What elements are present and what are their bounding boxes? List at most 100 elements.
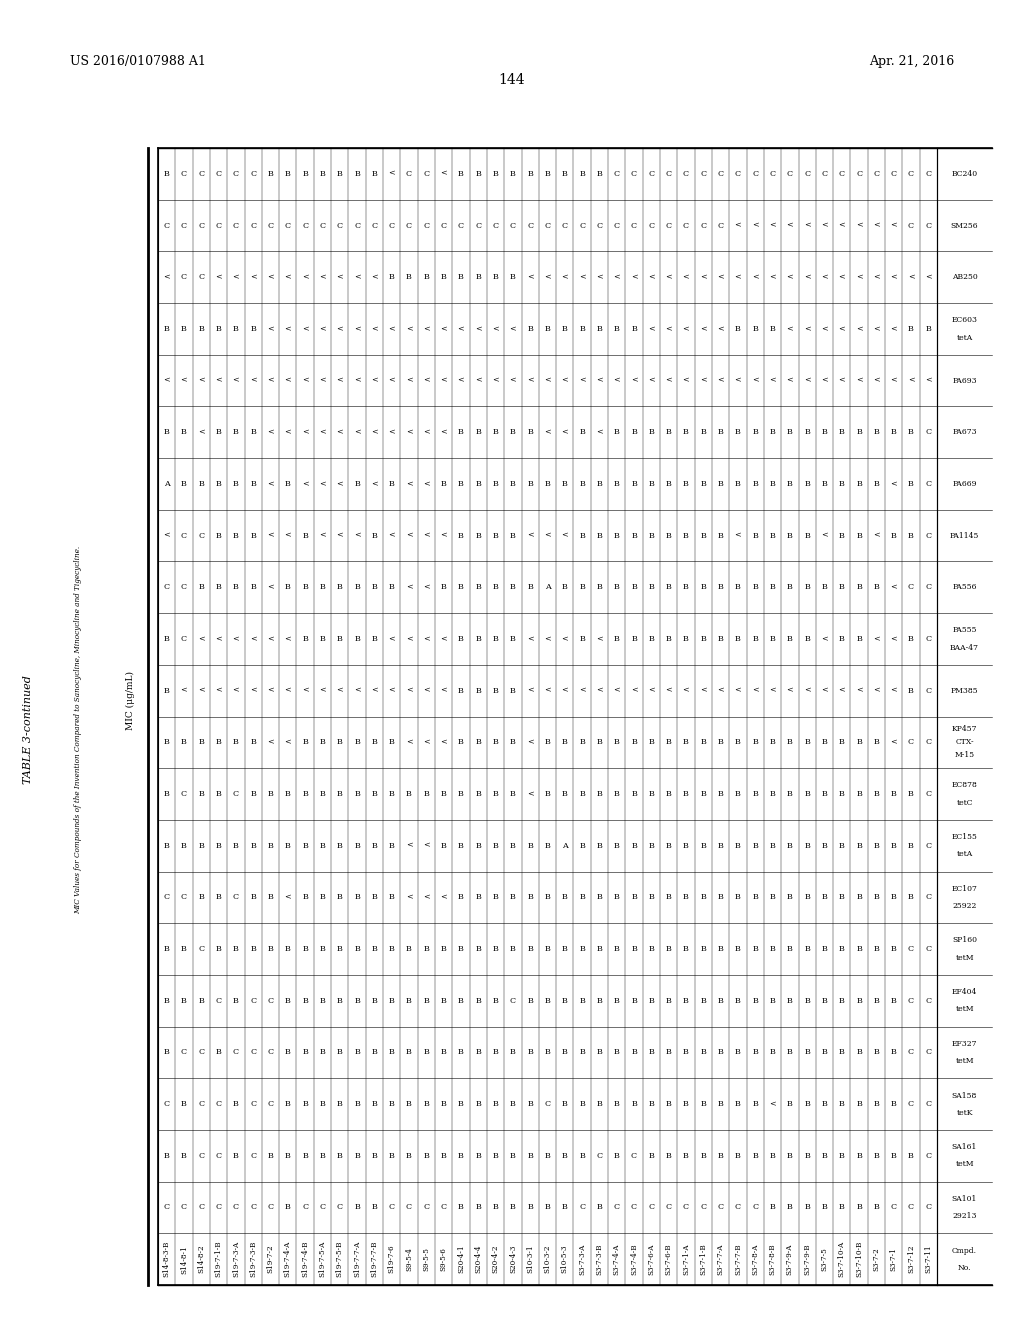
Text: B: B <box>493 170 499 178</box>
Text: <: < <box>302 686 308 694</box>
Text: B: B <box>389 997 394 1005</box>
Text: <: < <box>388 170 395 178</box>
Text: <: < <box>302 376 308 384</box>
Text: B: B <box>250 791 256 799</box>
Text: B: B <box>666 738 672 746</box>
Text: B: B <box>562 945 567 953</box>
Text: B: B <box>440 583 446 591</box>
Text: <: < <box>371 480 378 488</box>
Text: C: C <box>908 945 914 953</box>
Text: B: B <box>319 170 326 178</box>
Text: B: B <box>597 945 602 953</box>
Text: B: B <box>718 480 724 488</box>
Text: <: < <box>423 428 430 436</box>
Text: <: < <box>267 376 273 384</box>
Text: B: B <box>354 635 360 643</box>
Text: S10-3-2: S10-3-2 <box>544 1245 552 1274</box>
Text: B: B <box>319 738 326 746</box>
Text: EC603: EC603 <box>951 317 978 325</box>
Text: B: B <box>475 170 481 178</box>
Text: B: B <box>666 635 672 643</box>
Text: <: < <box>596 428 603 436</box>
Text: B: B <box>458 273 464 281</box>
Text: <: < <box>786 325 794 333</box>
Text: B: B <box>804 635 810 643</box>
Text: S3-7-7-A: S3-7-7-A <box>717 1243 725 1275</box>
Text: B: B <box>493 1152 499 1160</box>
Text: B: B <box>199 480 204 488</box>
Text: B: B <box>597 997 602 1005</box>
Text: <: < <box>406 583 413 591</box>
Text: B: B <box>683 532 689 540</box>
Text: B: B <box>493 894 499 902</box>
Text: <: < <box>526 791 534 799</box>
Text: B: B <box>233 428 239 436</box>
Text: B: B <box>613 894 620 902</box>
Text: C: C <box>908 170 914 178</box>
Text: B: B <box>631 945 637 953</box>
Text: S3-7-9-B: S3-7-9-B <box>803 1243 811 1275</box>
Text: B: B <box>856 894 862 902</box>
Text: B: B <box>250 945 256 953</box>
Text: B: B <box>458 1048 464 1056</box>
Text: B: B <box>770 1152 775 1160</box>
Text: C: C <box>926 1152 932 1160</box>
Text: B: B <box>753 635 758 643</box>
Text: B: B <box>804 480 810 488</box>
Text: B: B <box>233 738 239 746</box>
Text: Apr. 21, 2016: Apr. 21, 2016 <box>868 55 954 69</box>
Text: <: < <box>856 222 862 230</box>
Text: <: < <box>561 686 568 694</box>
Text: <: < <box>388 532 395 540</box>
Text: B: B <box>423 791 429 799</box>
Text: B: B <box>181 325 187 333</box>
Text: <: < <box>510 376 516 384</box>
Text: <: < <box>700 686 707 694</box>
Text: B: B <box>475 894 481 902</box>
Text: C: C <box>354 222 360 230</box>
Text: B: B <box>926 325 931 333</box>
Text: B: B <box>753 894 758 902</box>
Text: <: < <box>821 532 827 540</box>
Text: B: B <box>856 945 862 953</box>
Text: <: < <box>388 325 395 333</box>
Text: <: < <box>717 273 724 281</box>
Text: SA161: SA161 <box>952 1143 977 1151</box>
Text: B: B <box>908 325 914 333</box>
Text: B: B <box>407 1048 412 1056</box>
Text: <: < <box>406 686 413 694</box>
Text: B: B <box>302 997 308 1005</box>
Text: B: B <box>216 532 221 540</box>
Text: B: B <box>597 842 602 850</box>
Text: B: B <box>597 532 602 540</box>
Text: <: < <box>683 376 689 384</box>
Text: C: C <box>232 1204 239 1212</box>
Text: B: B <box>493 635 499 643</box>
Text: B: B <box>458 532 464 540</box>
Text: B: B <box>354 480 360 488</box>
Text: B: B <box>821 738 827 746</box>
Text: B: B <box>372 738 377 746</box>
Text: <: < <box>873 532 880 540</box>
Text: SA101: SA101 <box>952 1195 977 1203</box>
Text: M-15: M-15 <box>954 751 975 759</box>
Text: S3-7-6-B: S3-7-6-B <box>665 1243 673 1275</box>
Text: B: B <box>753 1152 758 1160</box>
Text: B: B <box>562 738 567 746</box>
Text: B: B <box>648 738 654 746</box>
Text: B: B <box>250 583 256 591</box>
Text: BAA-47: BAA-47 <box>950 644 979 652</box>
Text: B: B <box>233 532 239 540</box>
Text: B: B <box>545 170 551 178</box>
Text: B: B <box>804 1204 810 1212</box>
Text: C: C <box>181 170 187 178</box>
Text: B: B <box>839 738 845 746</box>
Text: B: B <box>267 842 273 850</box>
Text: B: B <box>613 428 620 436</box>
Text: B: B <box>770 532 775 540</box>
Text: C: C <box>613 170 620 178</box>
Text: <: < <box>561 273 568 281</box>
Text: B: B <box>458 686 464 694</box>
Text: B: B <box>631 428 637 436</box>
Text: <: < <box>371 325 378 333</box>
